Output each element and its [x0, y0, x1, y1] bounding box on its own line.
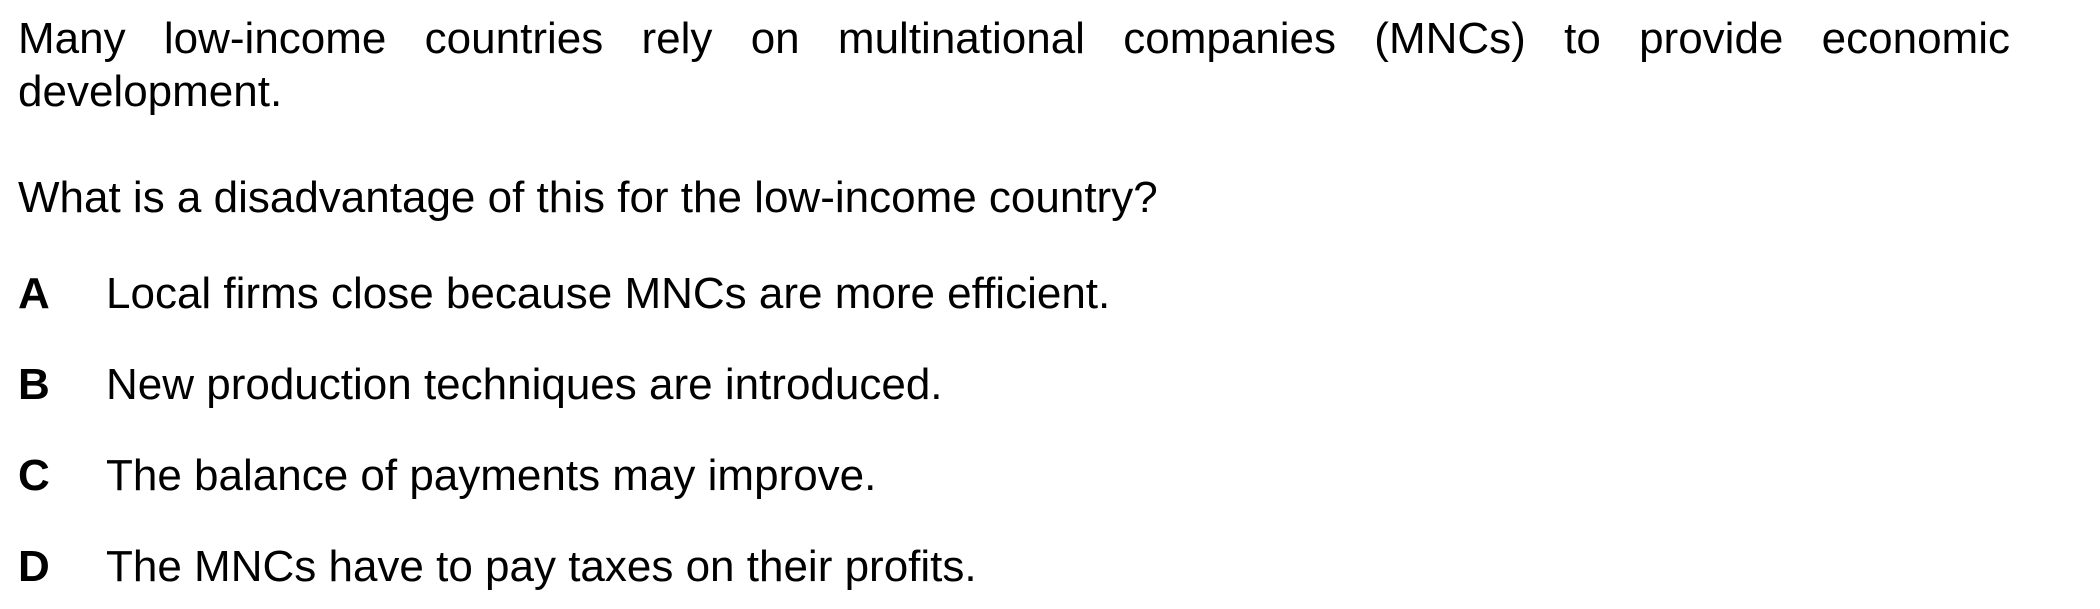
- option-letter: A: [18, 269, 50, 318]
- option-letter: D: [18, 542, 50, 591]
- question-stem: Many low-income countries rely on multin…: [18, 14, 2010, 116]
- option-letter: B: [18, 360, 50, 409]
- option-text: The balance of payments may improve.: [106, 451, 877, 500]
- option-text: The MNCs have to pay taxes on their prof…: [106, 542, 977, 591]
- option-letter: C: [18, 451, 50, 500]
- question-prompt: What is a disadvantage of this for the l…: [18, 173, 1158, 222]
- option-text: New production techniques are introduced…: [106, 360, 943, 409]
- option-text: Local firms close because MNCs are more …: [106, 269, 1111, 318]
